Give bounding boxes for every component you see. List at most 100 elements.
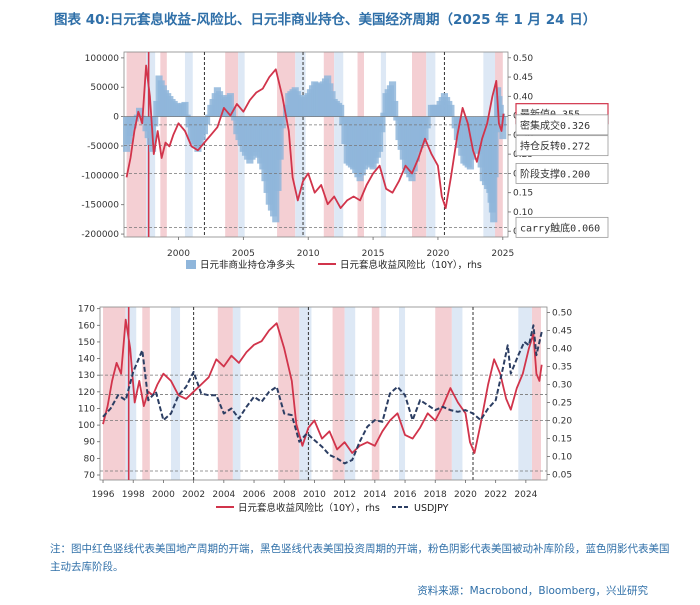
panel2-pink-shade xyxy=(435,307,452,480)
panel1-left-tick-label: -100000 xyxy=(81,171,119,181)
panel2-x-tick-label: 2008 xyxy=(273,490,296,500)
panel2-left-tick-label: 120 xyxy=(78,388,95,398)
panel2-blue-shade xyxy=(232,307,241,480)
panel2-pink-shade xyxy=(142,307,150,480)
panel2-left-tick-label: 160 xyxy=(78,321,95,331)
panel2-x-tick-label: 2000 xyxy=(152,490,175,500)
positioning-bar xyxy=(391,100,399,117)
panel2-blue-shade xyxy=(125,307,137,480)
panel2-left-tick-label: 70 xyxy=(84,471,96,481)
panel2-left-tick-label: 130 xyxy=(78,371,95,381)
positioning-bar xyxy=(447,104,455,117)
panel2-x-tick-label: 1998 xyxy=(122,490,145,500)
panel1-blue-shade xyxy=(380,52,387,237)
panel2-pink-shade xyxy=(217,307,233,480)
panel1-blue-shade xyxy=(426,52,436,237)
positioning-bar xyxy=(337,104,345,117)
panel1-left-tick-label: -150000 xyxy=(81,201,119,211)
panel2-right-tick-label: 0.45 xyxy=(552,326,572,336)
panel1-x-tick-label: 2020 xyxy=(426,249,449,259)
panel2-left-tick-label: 150 xyxy=(78,338,95,348)
panel2-right-tick-label: 0.35 xyxy=(552,362,572,372)
panel1-pink-shade xyxy=(225,52,239,237)
panel2-left-tick-label: 110 xyxy=(78,404,95,414)
panel2-right-tick-label: 0.50 xyxy=(552,308,572,318)
usdjpy-line xyxy=(102,324,543,465)
annotation-box xyxy=(515,135,609,157)
panel2-left-tick-label: 90 xyxy=(84,438,96,448)
panel1-x-tick-label: 2010 xyxy=(297,249,320,259)
panel2-plot-frame xyxy=(99,306,548,481)
annotation-label: 密集成交0.326 xyxy=(520,119,590,132)
annotation-box xyxy=(515,114,609,136)
panel2-pink-shade xyxy=(371,307,380,480)
positioning-bar xyxy=(181,101,189,117)
panel1-left-tick-label: 0 xyxy=(113,113,119,123)
positioning-bar xyxy=(278,116,286,129)
panel2-x-tick-label: 2012 xyxy=(333,490,356,500)
panel2-pink-shade xyxy=(531,307,541,480)
panel1-blue-shade xyxy=(295,52,306,237)
positioning-bar xyxy=(203,116,211,125)
panel2-right-tick-label: 0.10 xyxy=(552,453,572,463)
panel1-left-tick-label: 50000 xyxy=(90,83,119,93)
panel2-left-tick-label: 140 xyxy=(78,355,95,365)
positioning-bar xyxy=(129,116,137,129)
ratio-line xyxy=(125,64,505,209)
panel2-x-tick-label: 2016 xyxy=(394,490,417,500)
annotation-label: carry触底0.060 xyxy=(520,221,600,234)
panel1-plot-frame xyxy=(123,51,509,238)
positioning-bar xyxy=(200,116,208,135)
legend-label-usdjpy: USDJPY xyxy=(414,503,449,514)
panel2-blue-shade xyxy=(299,307,312,480)
panel2-blue-shade xyxy=(344,307,356,480)
panel2-blue-shade xyxy=(399,307,406,480)
annotation-box xyxy=(515,163,609,184)
panel2-right-tick-label: 0.20 xyxy=(552,417,572,427)
panel1-x-tick-label: 2025 xyxy=(491,249,514,259)
panel2-right-tick-label: 0.05 xyxy=(552,471,572,481)
annotation-label: 持仓反转0.272 xyxy=(520,140,590,153)
panel1-pink-shade xyxy=(160,52,167,237)
annotation-label: 阶段支撑0.200 xyxy=(520,167,590,180)
ratio-line xyxy=(102,318,543,454)
positioning-bar xyxy=(499,116,507,140)
source-line: 资料来源：Macrobond，Bloomberg，兴业研究 xyxy=(417,585,648,597)
panel2-right-tick-label: 0.40 xyxy=(552,344,572,354)
panel1-right-tick-label: 0.40 xyxy=(513,92,533,102)
annotation-box xyxy=(515,216,609,238)
panel2-left-tick-label: 80 xyxy=(84,454,96,464)
panel2-pink-shade xyxy=(103,307,126,480)
panel2-right-tick-label: 0.30 xyxy=(552,380,572,390)
positioning-bar xyxy=(183,114,191,117)
panel2-blue-shade xyxy=(518,307,532,480)
panel2-right-tick-label: 0.25 xyxy=(552,399,572,409)
panel2-x-tick-label: 2006 xyxy=(243,490,266,500)
positioning-bar xyxy=(388,81,397,117)
panel2-blue-shade xyxy=(451,307,463,480)
panel2-x-tick-label: 2004 xyxy=(212,490,235,500)
panel2-left-tick-label: 170 xyxy=(78,305,95,315)
positioning-bar xyxy=(138,115,146,117)
panel2-x-tick-label: 2020 xyxy=(454,490,477,500)
footnote: 注：图中红色竖线代表美国地产周期的开端，黑色竖线代表美国投资周期的开端，粉色阴影… xyxy=(50,543,670,573)
positioning-bar xyxy=(491,116,499,178)
panel1-x-tick-label: 2015 xyxy=(362,249,385,259)
panel2-left-tick-label: 100 xyxy=(78,421,95,431)
panel1-x-tick-label: 2000 xyxy=(167,249,190,259)
positioning-bar xyxy=(497,113,506,117)
legend-label-positioning: 日元非商业持仓净多头 xyxy=(200,259,295,271)
panel1-right-tick-label: 0.50 xyxy=(513,54,533,64)
panel1-x-tick-label: 2005 xyxy=(232,249,255,259)
panel1-blue-shade xyxy=(184,52,193,237)
positioning-bar xyxy=(378,116,386,133)
panel2-x-tick-label: 2014 xyxy=(363,490,386,500)
positioning-bar xyxy=(496,104,504,117)
positioning-bar xyxy=(131,116,139,122)
panel2-x-tick-label: 2024 xyxy=(514,490,537,500)
panel1-left-tick-label: -50000 xyxy=(87,142,119,152)
panel1-right-tick-label: 0.15 xyxy=(513,189,533,199)
panel2-blue-shade xyxy=(170,307,181,480)
legend-label-ratio: 日元套息收益风险比（10Y），rhs xyxy=(238,502,380,514)
positioning-bar xyxy=(151,116,159,127)
